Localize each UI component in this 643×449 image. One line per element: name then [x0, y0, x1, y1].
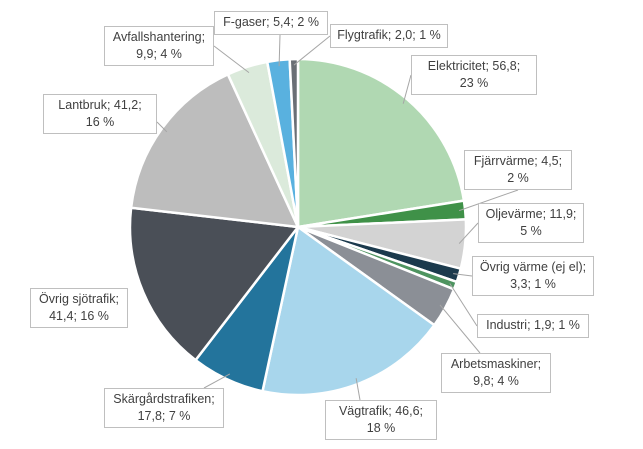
pie-slice-elektricitet	[296, 57, 466, 229]
leader-line	[458, 222, 479, 244]
pie-slice-övrig-sjötrafik	[128, 206, 300, 362]
data-label-line: 3,3; 1 %	[510, 277, 556, 291]
data-label-line: 5 %	[520, 224, 542, 238]
data-label: F-gaser; 5,4; 2 %	[214, 11, 328, 35]
leader-line	[156, 121, 168, 133]
data-label-line: Oljevärme; 11,9;	[485, 207, 577, 221]
leader-line	[459, 189, 519, 212]
data-label-line: Avfallshantering;	[112, 30, 206, 44]
leader-line	[355, 378, 361, 401]
pie-slice-vägtrafik	[261, 225, 436, 397]
data-label: Övrig sjötrafik; 41,4; 16 %	[30, 288, 128, 328]
pie-slice-lantbruk	[129, 73, 300, 229]
leader-line	[293, 35, 331, 66]
leader-line	[213, 45, 250, 73]
data-label-line: 9,8; 4 %	[473, 374, 519, 388]
data-label-line: Övrig sjötrafik;	[39, 292, 119, 306]
leader-line	[278, 34, 281, 67]
data-label-line: F-gaser; 5,4; 2 %	[223, 15, 319, 29]
pie-slice-flygtrafik	[288, 57, 300, 229]
data-label-line: 9,9; 4 %	[136, 47, 182, 61]
data-label-line: Flygtrafik; 2,0; 1 %	[337, 28, 441, 42]
data-label: Skärgårdstrafiken; 17,8; 7 %	[104, 388, 224, 428]
data-label: Övrig värme (ej el); 3,3; 1 %	[472, 256, 594, 296]
leader-line	[449, 283, 478, 327]
data-label-line: Arbetsmaskiner;	[450, 357, 542, 371]
data-label-line: Fjärrvärme; 4,5;	[473, 154, 563, 168]
data-label-line: 16 %	[85, 115, 115, 129]
data-label-line: Vägtrafik; 46,6;	[338, 404, 424, 418]
data-label: Fjärrvärme; 4,5; 2 %	[464, 150, 572, 190]
data-label-line: 41,4; 16 %	[49, 309, 109, 323]
data-label-line: 2 %	[507, 171, 529, 185]
data-label-line: 23 %	[459, 76, 489, 90]
data-label-line: 17,8; 7 %	[137, 409, 191, 423]
data-label: Oljevärme; 11,9; 5 %	[478, 203, 584, 243]
data-label: Lantbruk; 41,2; 16 %	[43, 94, 157, 134]
data-label-line: 18 %	[366, 421, 396, 435]
data-label: Avfallshantering; 9,9; 4 %	[104, 26, 214, 66]
data-label: Arbetsmaskiner; 9,8; 4 %	[441, 353, 551, 393]
data-label-line: Skärgårdstrafiken;	[113, 392, 215, 406]
data-label-line: Industri; 1,9; 1 %	[486, 318, 580, 332]
data-label-line: Lantbruk; 41,2;	[58, 98, 142, 112]
leader-line	[402, 74, 412, 104]
data-label: Vägtrafik; 46,6; 18 %	[325, 400, 437, 440]
data-label: Industri; 1,9; 1 %	[477, 314, 589, 338]
data-label-line: Elektricitet; 56,8;	[427, 59, 521, 73]
data-label: Flygtrafik; 2,0; 1 %	[330, 24, 448, 48]
data-label: Elektricitet; 56,8; 23 %	[411, 55, 537, 95]
leader-line	[453, 273, 473, 277]
leader-line	[203, 373, 231, 389]
leader-line	[439, 304, 481, 354]
data-label-line: Övrig värme (ej el);	[479, 260, 587, 274]
